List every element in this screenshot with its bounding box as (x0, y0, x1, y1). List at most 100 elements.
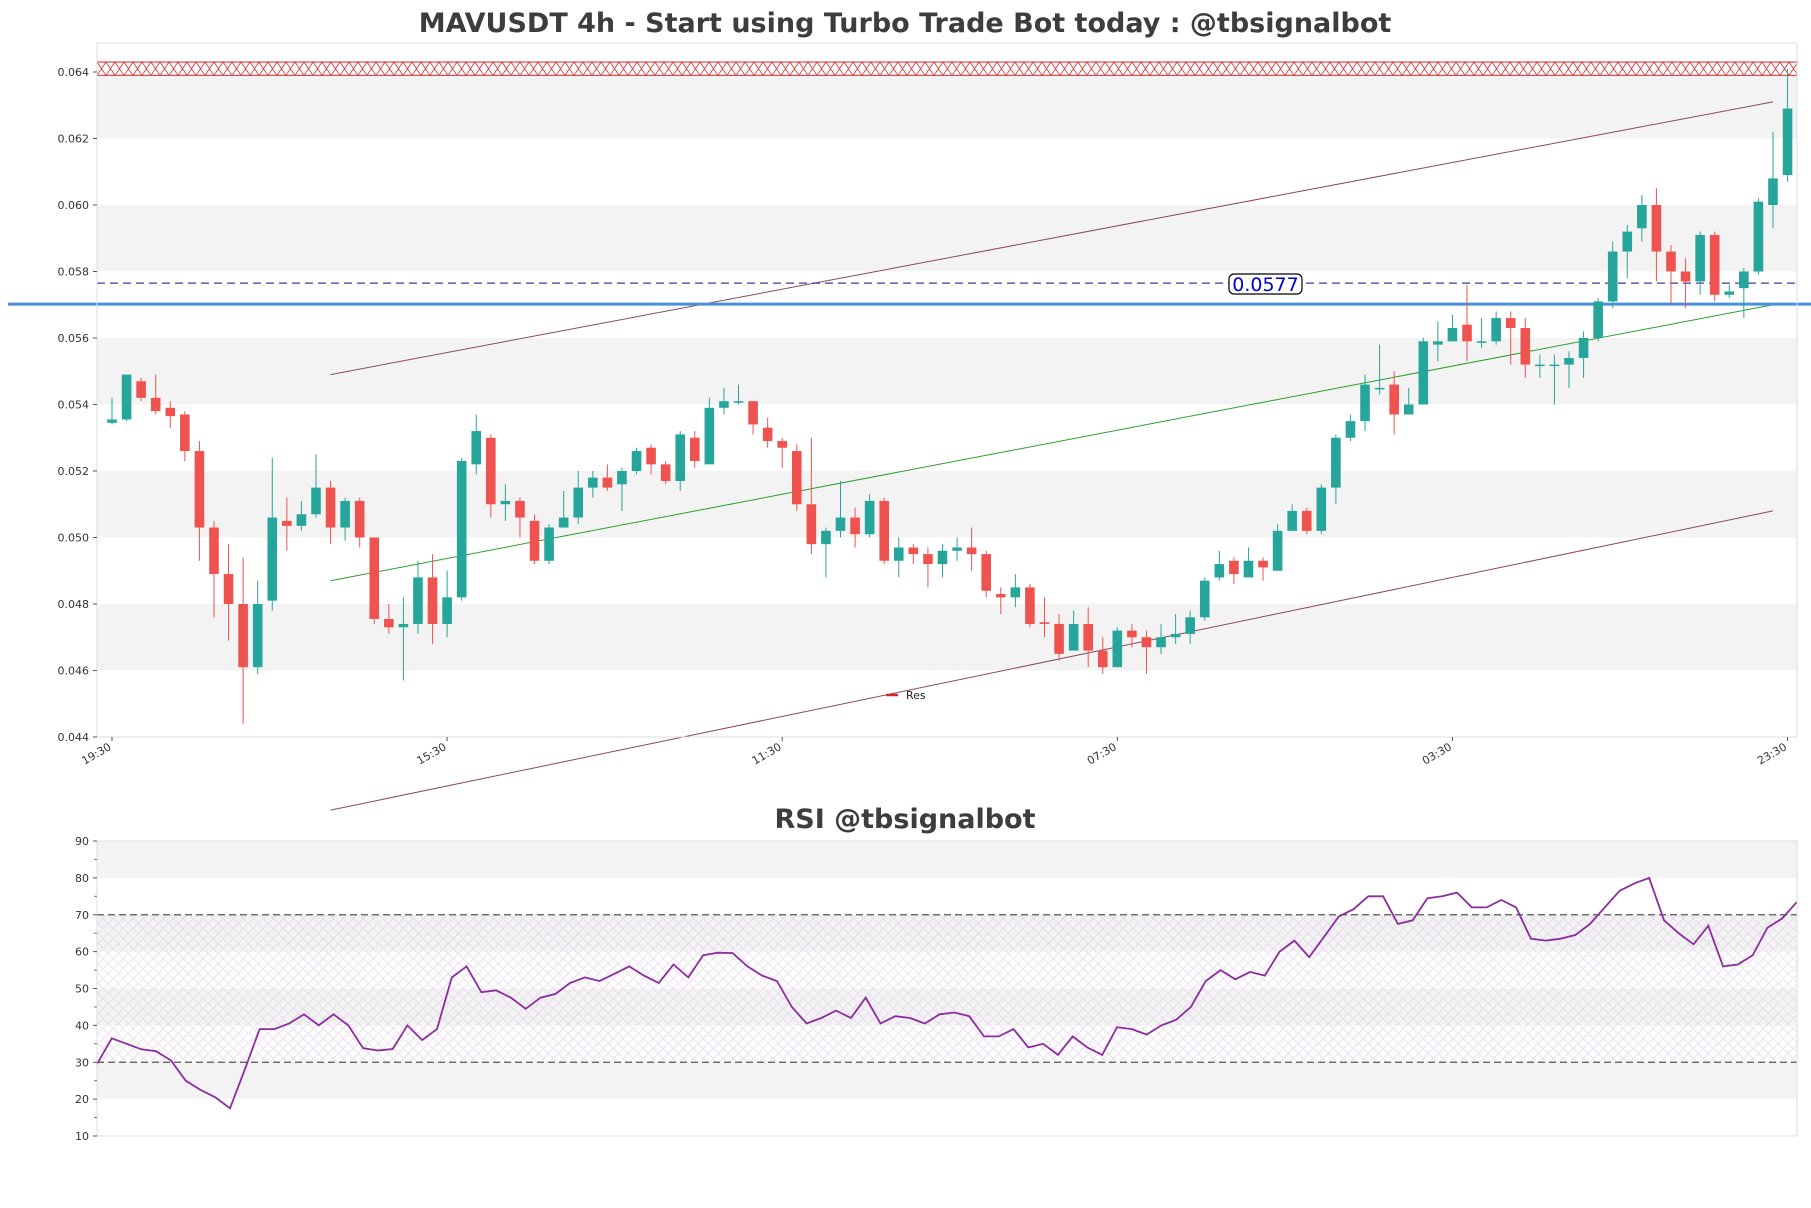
rsi-y-axis: 10 20 30 40 50 60 70 80 90 (75, 835, 97, 1143)
candle-body (1622, 231, 1633, 252)
candle-body (646, 447, 656, 465)
rsi-y-tick-label: 40 (75, 1019, 89, 1032)
rsi-band (97, 1062, 1797, 1100)
rsi-band (97, 914, 1797, 952)
y-tick-label: 0.064 (58, 66, 90, 79)
candle-body (995, 594, 1006, 598)
candle-body (1578, 338, 1589, 358)
candle-body (544, 527, 554, 561)
candle-body (1156, 637, 1166, 648)
candle-body (209, 527, 219, 575)
candle-body (1054, 623, 1064, 654)
y-tick-label: 0.062 (58, 133, 90, 146)
candle-body (529, 520, 540, 561)
channel-middle (330, 304, 1774, 582)
main-band (97, 205, 1797, 272)
candle-body (1127, 630, 1137, 638)
candle-body (1243, 560, 1254, 578)
rsi-y-tick-label: 80 (75, 872, 89, 885)
candle-body (617, 471, 627, 485)
candle-body (1272, 530, 1283, 571)
candle-body (1301, 510, 1312, 531)
candle-body (1010, 587, 1021, 598)
candle-body (340, 500, 350, 528)
candle-body (893, 547, 904, 561)
candle-body (1535, 364, 1545, 367)
main-y-axis: 0.044 0.046 0.048 0.050 0.052 0.054 0.056 0.058… (58, 66, 97, 744)
candle-body (806, 504, 817, 545)
candle-body (1637, 205, 1647, 229)
candle-body (427, 577, 438, 624)
x-tick-label: 11:30 (750, 740, 784, 767)
candle-body (864, 500, 875, 535)
resistance-zone-box (96, 61, 1798, 76)
candle-body (719, 401, 729, 408)
candle-body (733, 401, 744, 403)
candle-body (675, 434, 686, 481)
candle-body (558, 517, 569, 528)
channel-upper (330, 101, 1774, 376)
candle-body (1549, 364, 1560, 367)
candle-body (1141, 637, 1152, 648)
candle-body (1345, 421, 1356, 438)
rsi-y-tick-label: 10 (75, 1130, 89, 1143)
main-band (97, 604, 1797, 671)
candle-body (762, 427, 773, 442)
candle-body (1768, 178, 1778, 205)
candle-body (966, 547, 977, 555)
candle-body (937, 550, 948, 565)
candle-body (602, 477, 613, 488)
candle-body (821, 530, 831, 545)
candle-body (777, 441, 788, 448)
candle-body (384, 618, 394, 628)
trend-lines (330, 101, 1774, 811)
candle-body (1199, 580, 1210, 618)
price-label-value: 0.0577 (1232, 274, 1298, 296)
candle-body (180, 414, 190, 452)
candlesticks (107, 68, 1793, 724)
candle-body (923, 554, 933, 565)
rsi-background-bands (97, 841, 1797, 1100)
x-tick-label: 19:30 (80, 740, 114, 767)
candle-body (252, 604, 263, 668)
main-chart-title: MAVUSDT 4h - Start using Turbo Trade Bot… (419, 8, 1392, 39)
candle-body (1564, 357, 1574, 365)
candle-body (223, 574, 234, 604)
candle-body (1374, 387, 1385, 390)
candle-body (690, 437, 700, 462)
main-background-bands (97, 72, 1797, 671)
y-tick-label: 0.058 (58, 266, 90, 279)
candle-body (748, 401, 758, 425)
candle-body (1170, 633, 1181, 638)
candle-body (1418, 341, 1429, 405)
legend-res-label: Res (906, 689, 926, 702)
candle-body (1360, 384, 1370, 422)
main-band (97, 72, 1797, 139)
candle-body (1505, 318, 1516, 329)
candle-body (1039, 622, 1050, 624)
candle-body (1214, 564, 1225, 578)
candle-body (835, 517, 846, 531)
candle-body (486, 437, 496, 505)
candle-body (107, 419, 117, 423)
candle-body (121, 374, 132, 420)
candle-body (238, 604, 248, 668)
rsi-chart-title: RSI @tbsignalbot (774, 804, 1035, 835)
y-tick-label: 0.054 (58, 399, 90, 412)
y-tick-label: 0.044 (58, 731, 90, 744)
candle-body (1403, 404, 1414, 415)
horizontal-levels (8, 282, 1811, 306)
candle-body (456, 461, 467, 598)
candle-body (1724, 291, 1735, 295)
candle-body (1666, 251, 1676, 272)
candle-body (442, 597, 452, 624)
candle-body (704, 407, 715, 465)
candle-body (1447, 328, 1458, 342)
x-tick-label: 15:30 (415, 740, 449, 767)
y-tick-label: 0.048 (58, 598, 90, 611)
candle-body (1068, 623, 1079, 651)
price-label: 0.0577 (1228, 273, 1303, 296)
candle-body (471, 431, 482, 465)
y-tick-label: 0.056 (58, 332, 90, 345)
channel-lower (330, 510, 1774, 811)
